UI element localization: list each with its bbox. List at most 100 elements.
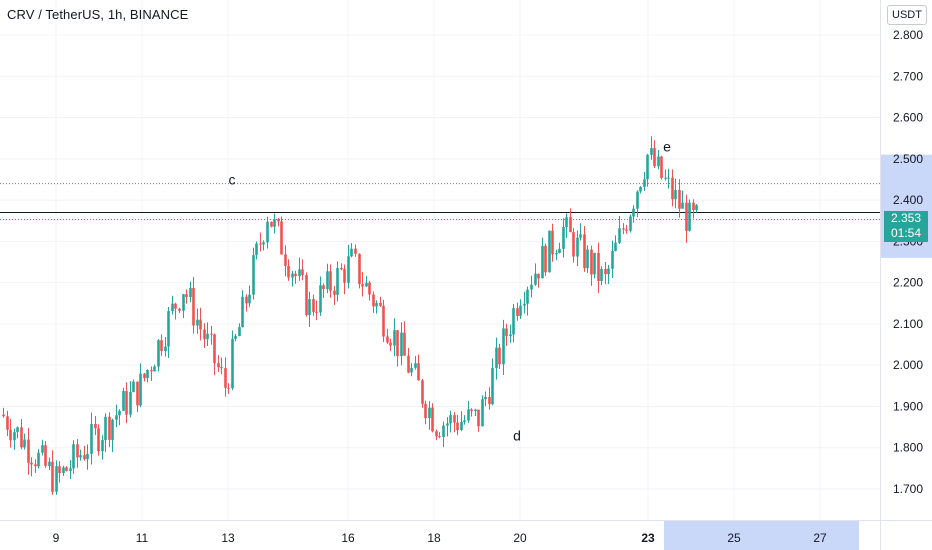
candle-body bbox=[220, 367, 223, 369]
candle-body bbox=[13, 432, 16, 441]
y-tick-label: 2.100 bbox=[893, 317, 923, 331]
candle-body bbox=[34, 464, 37, 467]
candle-body bbox=[460, 422, 463, 430]
candle-body bbox=[298, 269, 301, 277]
candle-body bbox=[502, 328, 505, 365]
candle-body bbox=[62, 467, 65, 474]
y-tick-label: 2.000 bbox=[893, 358, 923, 372]
candle-body bbox=[636, 191, 639, 209]
candle-body bbox=[104, 416, 107, 441]
candle-body bbox=[372, 294, 375, 307]
candle-body bbox=[375, 302, 378, 307]
candle-body bbox=[196, 319, 199, 326]
candle-body bbox=[101, 440, 104, 452]
candle-body bbox=[189, 288, 192, 298]
candle-body bbox=[238, 327, 241, 337]
candle-body bbox=[277, 219, 280, 222]
candle-body bbox=[118, 410, 121, 416]
candle-body bbox=[667, 177, 670, 179]
y-tick-label: 1.900 bbox=[893, 399, 923, 413]
candle-body bbox=[326, 271, 329, 290]
candle-body bbox=[241, 296, 244, 328]
candle-body bbox=[671, 177, 674, 200]
currency-button[interactable]: USDT bbox=[887, 5, 927, 25]
candle-body bbox=[178, 308, 181, 311]
candle-body bbox=[69, 468, 72, 471]
candle-body bbox=[333, 290, 336, 295]
candle-body bbox=[463, 420, 466, 423]
candle-body bbox=[519, 305, 522, 317]
candle-body bbox=[9, 429, 12, 441]
candle-body bbox=[143, 373, 146, 379]
candle-body bbox=[600, 268, 603, 281]
wave-label-e: e bbox=[663, 138, 671, 154]
candle-body bbox=[301, 269, 304, 276]
candle-body bbox=[400, 332, 403, 357]
candle-body bbox=[234, 336, 237, 339]
wave-label-d: d bbox=[513, 427, 521, 443]
candle-body bbox=[160, 340, 163, 352]
candle-body bbox=[442, 425, 445, 437]
candle-body bbox=[227, 387, 230, 389]
candle-body bbox=[259, 243, 262, 245]
candle-body bbox=[343, 269, 346, 283]
candle-body bbox=[629, 216, 632, 231]
candle-body bbox=[382, 305, 385, 337]
candle-body bbox=[614, 242, 617, 252]
candle-body bbox=[558, 248, 561, 254]
candle-body bbox=[653, 148, 656, 167]
candle-body bbox=[287, 265, 290, 278]
candle-body bbox=[604, 268, 607, 275]
candle-body bbox=[122, 391, 125, 411]
candle-body bbox=[534, 273, 537, 285]
candle-body bbox=[174, 303, 177, 309]
candle-body bbox=[470, 409, 473, 412]
candle-body bbox=[23, 439, 26, 448]
candle-body bbox=[192, 288, 195, 326]
candle-body bbox=[153, 366, 156, 372]
candle-body bbox=[231, 338, 234, 389]
candle-body bbox=[611, 251, 614, 269]
x-tick-label: 18 bbox=[427, 531, 441, 545]
candle-body bbox=[90, 423, 93, 454]
candle-body bbox=[562, 226, 565, 249]
candle-body bbox=[674, 189, 677, 200]
candle-body bbox=[315, 311, 318, 313]
x-tick-label: 9 bbox=[53, 531, 60, 545]
candle-body bbox=[20, 427, 23, 448]
candle-body bbox=[65, 467, 68, 471]
candle-body bbox=[618, 228, 621, 243]
candle-body bbox=[467, 409, 470, 421]
candle-body bbox=[224, 368, 227, 388]
candle-body bbox=[167, 311, 170, 347]
candle-body bbox=[438, 436, 441, 438]
candle-body bbox=[136, 381, 139, 406]
candle-body bbox=[410, 367, 413, 373]
candle-body bbox=[336, 268, 339, 295]
candle-body bbox=[477, 409, 480, 427]
candle-body bbox=[607, 268, 610, 275]
candle-body bbox=[294, 273, 297, 277]
candle-body bbox=[291, 273, 294, 278]
candle-body bbox=[435, 431, 438, 437]
candle-body bbox=[657, 156, 660, 167]
candle-body bbox=[403, 332, 406, 356]
candle-body bbox=[625, 229, 628, 231]
candle-body bbox=[115, 415, 118, 420]
candle-body bbox=[583, 234, 586, 269]
candle-body bbox=[108, 416, 111, 440]
candle-body bbox=[530, 284, 533, 290]
candle-body bbox=[428, 407, 431, 419]
candle-body bbox=[498, 347, 501, 365]
candle-body bbox=[678, 189, 681, 209]
candle-body bbox=[407, 355, 410, 373]
candle-body bbox=[79, 455, 82, 458]
y-tick-label: 2.200 bbox=[893, 276, 923, 290]
candle-body bbox=[171, 303, 174, 312]
candle-body bbox=[354, 248, 357, 254]
candle-body bbox=[350, 248, 353, 257]
candle-body bbox=[27, 439, 30, 463]
wave-labels: c d e bbox=[229, 138, 672, 443]
candle-body bbox=[414, 363, 417, 368]
